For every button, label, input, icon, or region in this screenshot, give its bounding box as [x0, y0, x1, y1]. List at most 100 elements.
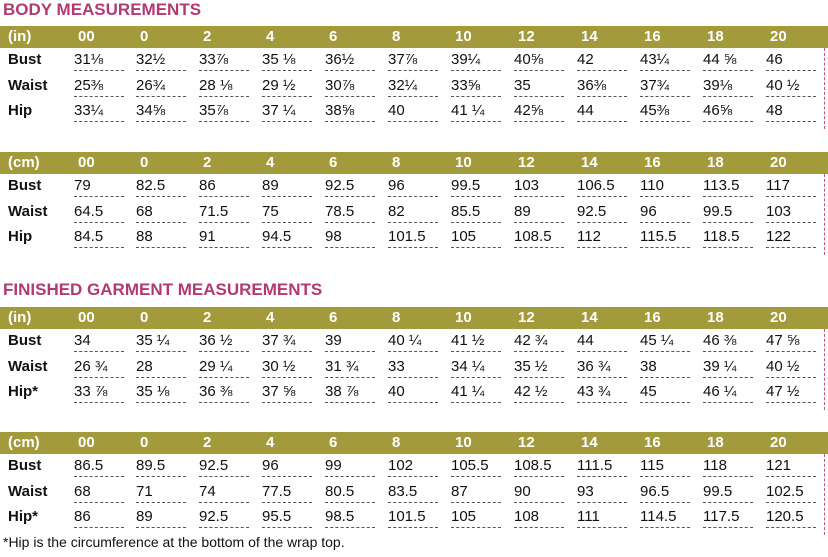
table-edge — [824, 329, 825, 411]
cell: 26¾ — [136, 76, 186, 97]
header-cell: 16 — [644, 434, 661, 451]
row-label: Waist — [8, 482, 48, 500]
header-cell: 18 — [707, 434, 724, 451]
row-label: Bust — [8, 457, 42, 474]
cell: 78.5 — [325, 202, 375, 223]
cell: 87 — [451, 482, 501, 503]
cell: 33 ⅞ — [74, 382, 124, 404]
header-cell: 6 — [329, 28, 338, 45]
cell: 64.5 — [74, 202, 124, 223]
cell: 91 — [199, 227, 249, 249]
cell: 96 — [640, 202, 690, 223]
header-cell: 4 — [266, 434, 275, 451]
header-cell: 2 — [203, 154, 212, 171]
cell: 75 — [262, 202, 312, 223]
cell: 77.5 — [262, 482, 312, 503]
cell: 101.5 — [388, 227, 438, 249]
cell: 30⅞ — [325, 76, 375, 97]
cell: 96.5 — [640, 482, 690, 503]
cell: 26 ¾ — [74, 357, 124, 378]
cell: 39¼ — [451, 50, 501, 71]
cell: 31⅛ — [74, 50, 124, 71]
cell: 108.5 — [514, 456, 564, 477]
cell: 89 — [514, 202, 564, 223]
header-row — [0, 26, 828, 48]
cell: 37 ⅝ — [262, 382, 312, 404]
cell: 103 — [514, 176, 564, 197]
cell: 82 — [388, 202, 438, 223]
cell: 32¼ — [388, 76, 438, 97]
cell: 112 — [577, 227, 627, 249]
cell: 33¼ — [74, 101, 124, 123]
cell: 88 — [136, 227, 186, 249]
cell: 114.5 — [640, 507, 690, 529]
row-label: Hip — [8, 102, 33, 120]
header-cell: 16 — [644, 28, 661, 45]
cell: 86.5 — [74, 456, 124, 477]
cell: 47 ⅝ — [766, 331, 816, 352]
cell: 108 — [514, 507, 564, 529]
header-cell: 10 — [455, 434, 472, 451]
cell: 92.5 — [199, 507, 249, 529]
cell: 99 — [325, 456, 375, 477]
header-cell: 8 — [392, 309, 401, 326]
cell: 42 ½ — [514, 382, 564, 404]
cell: 79 — [74, 176, 124, 197]
cell: 98.5 — [325, 507, 375, 529]
cell: 93 — [577, 482, 627, 503]
header-cell: 20 — [770, 434, 787, 451]
cell: 99.5 — [451, 176, 501, 197]
cell: 33⅝ — [451, 76, 501, 97]
table-edge — [824, 174, 825, 256]
cell: 99.5 — [703, 482, 753, 503]
header-cell: 12 — [518, 434, 535, 451]
cell: 105.5 — [451, 456, 501, 477]
cell: 31 ¾ — [325, 357, 375, 378]
row-label: Hip* — [8, 508, 38, 526]
cell: 25⅜ — [74, 76, 124, 97]
cell: 28 ⅛ — [199, 76, 249, 97]
header-cell: 18 — [707, 309, 724, 326]
row-label: Bust — [8, 51, 42, 68]
header-cell: 4 — [266, 154, 275, 171]
cell: 71 — [136, 482, 186, 503]
cell: 38 — [640, 357, 690, 378]
cell: 111 — [577, 507, 627, 529]
cell: 103 — [766, 202, 816, 223]
header-cell: 4 — [266, 309, 275, 326]
cell: 48 — [766, 101, 816, 123]
cell: 40 — [388, 382, 438, 404]
header-cell: 14 — [581, 434, 598, 451]
cell: 105 — [451, 227, 501, 249]
cell: 39 — [325, 331, 375, 352]
cell: 35 — [514, 76, 564, 97]
cell: 42⅝ — [514, 101, 564, 123]
cell: 40⅝ — [514, 50, 564, 71]
cell: 85.5 — [451, 202, 501, 223]
cell: 35 ¼ — [136, 331, 186, 352]
header-cell: 6 — [329, 154, 338, 171]
row-label: Bust — [8, 177, 42, 194]
cell: 46 ¼ — [703, 382, 753, 404]
cell: 30 ½ — [262, 357, 312, 378]
cell: 118.5 — [703, 227, 753, 249]
row-label: Hip — [8, 228, 33, 246]
cell: 43 ¾ — [577, 382, 627, 404]
cell: 41 ¼ — [451, 101, 501, 123]
cell: 96 — [388, 176, 438, 197]
cell: 40 ½ — [766, 76, 816, 97]
header-cell: 2 — [203, 28, 212, 45]
header-cell: (in) — [8, 28, 32, 45]
cell: 89.5 — [136, 456, 186, 477]
row-label: Waist — [8, 76, 48, 94]
cell: 40 — [388, 101, 438, 123]
row-label: Waist — [8, 202, 48, 220]
header-cell: 14 — [581, 154, 598, 171]
cell: 106.5 — [577, 176, 627, 197]
cell: 80.5 — [325, 482, 375, 503]
header-cell: 6 — [329, 309, 338, 326]
cell: 111.5 — [577, 456, 627, 477]
cell: 68 — [74, 482, 124, 503]
header-cell: 8 — [392, 154, 401, 171]
cell: 41 ¼ — [451, 382, 501, 404]
